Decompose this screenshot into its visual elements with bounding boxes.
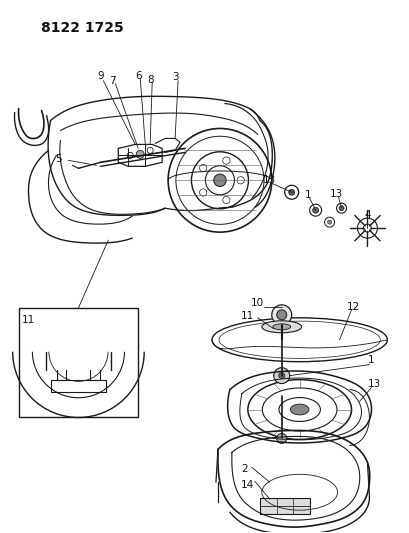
Text: 13: 13 [329,189,342,199]
Circle shape [273,368,289,384]
Text: 11: 11 [240,311,254,321]
Bar [259,498,309,514]
Text: 6: 6 [135,71,141,80]
Text: 8: 8 [146,75,153,85]
Circle shape [338,206,343,211]
Circle shape [327,220,331,224]
Bar [18,308,138,417]
Text: 2: 2 [241,464,247,474]
Circle shape [312,207,318,213]
Text: 7: 7 [109,76,115,86]
Text: 11: 11 [22,315,35,325]
Ellipse shape [261,321,301,333]
Text: 4: 4 [363,210,370,220]
Text: 14: 14 [240,480,254,490]
Circle shape [278,373,284,378]
Circle shape [271,305,291,325]
Circle shape [276,310,286,320]
Circle shape [213,174,226,187]
Circle shape [288,189,294,195]
Circle shape [276,433,286,443]
Text: 8122 1725: 8122 1725 [40,21,123,35]
Bar [50,379,106,392]
Text: 3: 3 [171,71,178,82]
Text: 5: 5 [55,155,62,164]
Ellipse shape [290,404,308,415]
Ellipse shape [272,324,290,330]
Text: 12: 12 [346,302,359,312]
Text: 10: 10 [251,298,264,308]
Text: 1: 1 [367,354,374,365]
Circle shape [136,150,144,158]
Text: 1: 1 [303,190,310,200]
Text: 13: 13 [263,175,276,185]
Text: 9: 9 [97,71,103,80]
Text: 13: 13 [367,378,380,389]
